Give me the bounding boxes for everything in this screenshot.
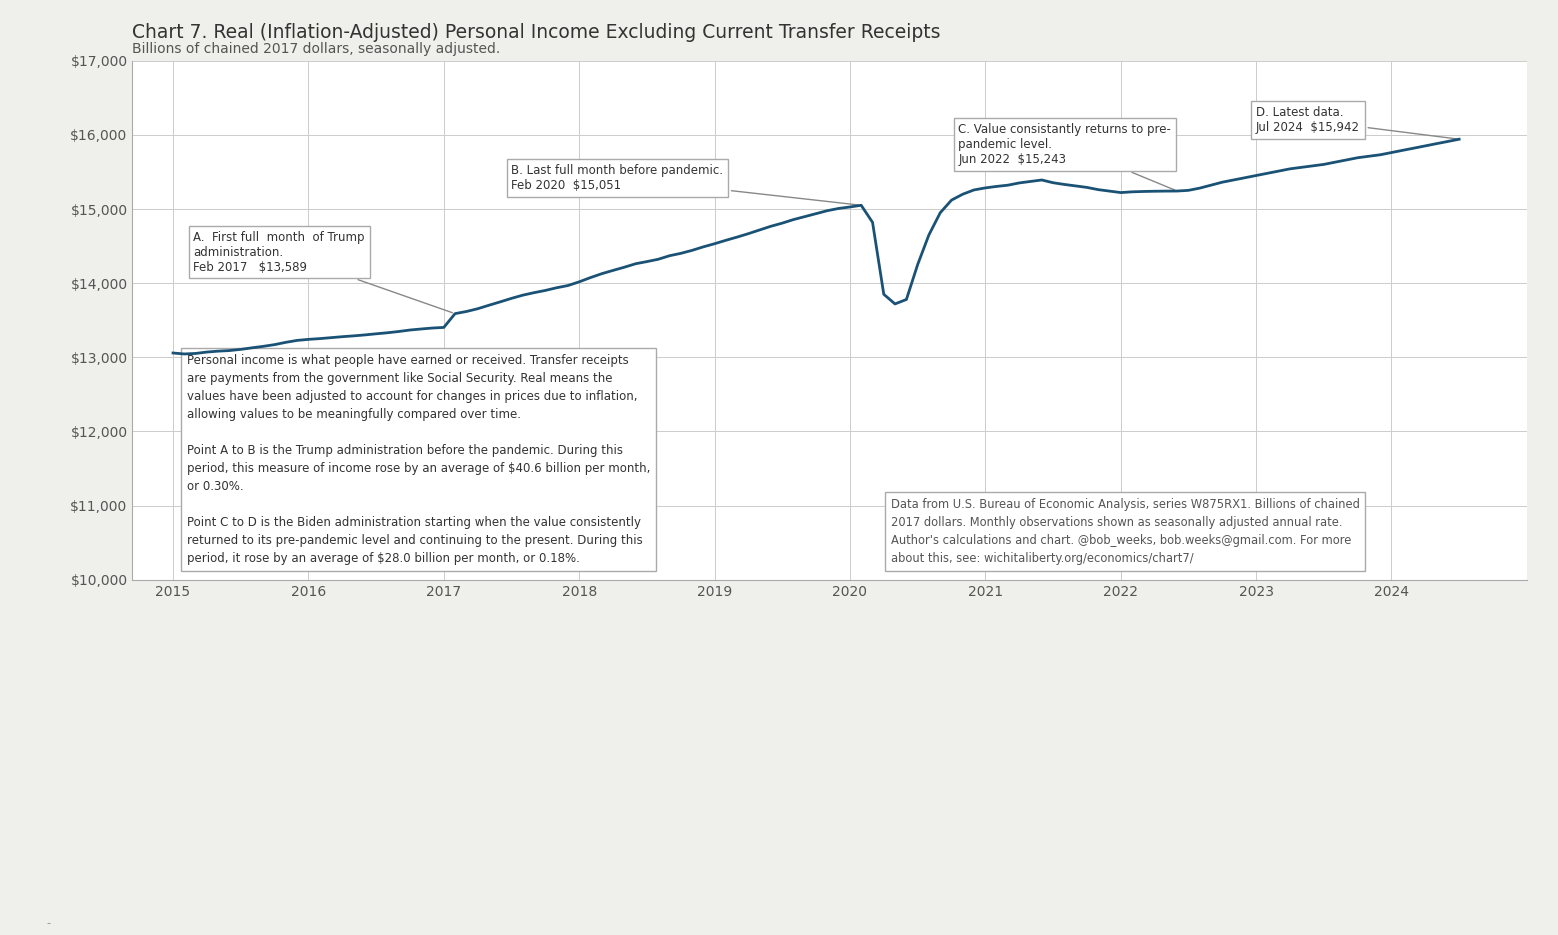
Text: B. Last full month before pandemic.
Feb 2020  $15,051: B. Last full month before pandemic. Feb … xyxy=(511,164,858,205)
Text: D. Latest data.
Jul 2024  $15,942: D. Latest data. Jul 2024 $15,942 xyxy=(1256,106,1457,139)
Text: -: - xyxy=(47,917,51,928)
Text: C. Value consistantly returns to pre-
pandemic level.
Jun 2022  $15,243: C. Value consistantly returns to pre- pa… xyxy=(958,123,1175,190)
Text: A.  First full  month  of Trump
administration.
Feb 2017   $13,589: A. First full month of Trump administrat… xyxy=(193,231,452,312)
Text: Personal income is what people have earned or received. Transfer receipts
are pa: Personal income is what people have earn… xyxy=(187,353,650,565)
Text: Billions of chained 2017 dollars, seasonally adjusted.: Billions of chained 2017 dollars, season… xyxy=(132,42,500,56)
Text: Chart 7. Real (Inflation-Adjusted) Personal Income Excluding Current Transfer Re: Chart 7. Real (Inflation-Adjusted) Perso… xyxy=(132,23,941,42)
Text: Data from U.S. Bureau of Economic Analysis, series W875RX1. Billions of chained
: Data from U.S. Bureau of Economic Analys… xyxy=(891,497,1360,565)
